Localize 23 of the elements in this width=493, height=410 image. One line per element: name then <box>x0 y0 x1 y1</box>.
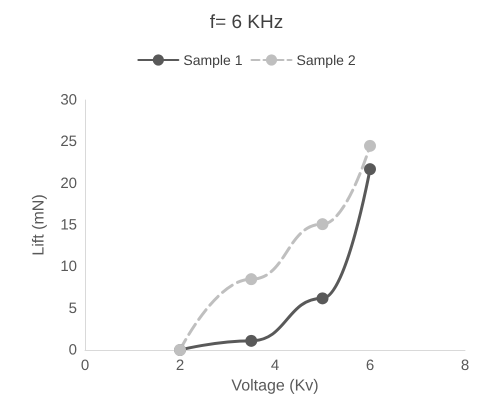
legend-label: Sample 1 <box>183 52 243 68</box>
x-axis-title: Voltage (Kv) <box>231 377 319 394</box>
y-axis-title: Lift (mN) <box>30 194 48 256</box>
point <box>364 163 376 176</box>
point <box>316 292 328 304</box>
y-tick-label: 5 <box>68 300 77 317</box>
point <box>316 218 328 230</box>
point <box>245 273 258 286</box>
x-tick-label: 0 <box>80 357 90 374</box>
y-tick-label: 20 <box>60 174 77 192</box>
legend-label: Sample 2 <box>296 52 356 68</box>
y-tick-label: 30 <box>60 92 77 108</box>
y-tick-label: 0 <box>68 342 77 358</box>
x-tick-label: 8 <box>460 357 470 374</box>
chart-title: f= 6 KHz <box>210 12 284 33</box>
y-tick-label: 25 <box>60 133 77 150</box>
y-tick-label: 10 <box>60 258 77 276</box>
x-tick-label: 4 <box>270 357 280 374</box>
point <box>245 334 258 347</box>
x-tick-label: 2 <box>176 357 184 374</box>
y-tick-label: 15 <box>60 216 77 234</box>
x-tick-label: 6 <box>366 357 374 374</box>
point <box>364 140 376 152</box>
